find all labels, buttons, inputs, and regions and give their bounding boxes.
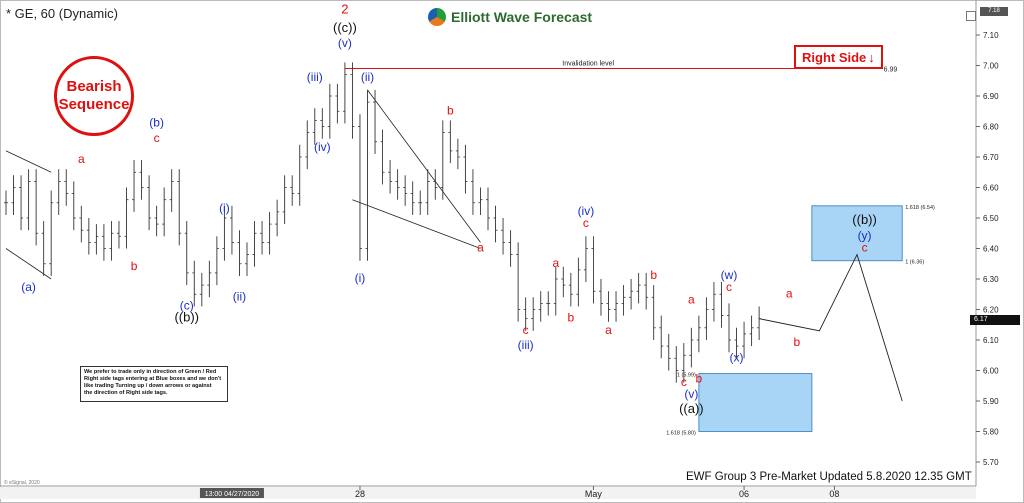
wave-label: c — [583, 216, 589, 230]
wave-label: (i) — [219, 201, 230, 215]
invalidation-label: Invalidation level — [562, 61, 614, 68]
wave-label: ((b)) — [852, 212, 877, 227]
wave-label: (c) — [180, 299, 194, 313]
y-tick-label: 6.90 — [983, 92, 999, 101]
wave-label: a — [78, 152, 85, 166]
x-tick-label: May — [585, 489, 603, 499]
channel-line — [5, 150, 52, 173]
y-tick-label: 6.00 — [983, 367, 999, 376]
wave-label: a — [688, 292, 695, 306]
y-tick-label: 7.10 — [983, 31, 999, 40]
esignal-credit: © eSignal, 2020 — [4, 480, 40, 486]
wave-label: c — [523, 323, 529, 337]
wave-label: b — [696, 372, 703, 386]
wave-label: (v) — [338, 36, 352, 50]
last-price-tag: 6.17 — [970, 315, 1020, 325]
right-side-tag: Right Side ↓ — [794, 45, 883, 69]
wave-label: ((b)) — [174, 310, 199, 325]
wave-label: b — [131, 259, 138, 273]
symbol-title: * GE, 60 (Dynamic) — [6, 6, 118, 21]
top-price-tag: 7.18 — [980, 7, 1008, 16]
wave-label: c — [681, 375, 687, 389]
y-tick-label: 6.50 — [983, 214, 999, 223]
y-tick-label: 6.20 — [983, 306, 999, 315]
box-level-label: 1 (5.99) — [677, 373, 696, 379]
x-tick-label: 06 — [739, 489, 749, 499]
box-level-label: 1 (6.36) — [905, 260, 924, 266]
wave-label: (w) — [721, 268, 738, 282]
y-tick-label: 5.80 — [983, 428, 999, 437]
note-line: the direction of Right side tags. — [84, 390, 168, 396]
x-tick-label: 28 — [355, 489, 365, 499]
wave-label: (a) — [21, 280, 36, 294]
x-tick-label: 08 — [829, 489, 839, 499]
y-tick-label: 5.90 — [983, 397, 999, 406]
box-level-label: 1.618 (6.54) — [905, 205, 935, 211]
y-tick-label: 7.00 — [983, 62, 999, 71]
right-side-label: Right Side — [802, 49, 867, 65]
x-tick-label: 13:00 04/27/2020 — [205, 491, 260, 498]
wave-label: (iii) — [518, 338, 534, 352]
wave-label: b — [568, 311, 575, 325]
wave-label: (iv) — [578, 204, 595, 218]
wave-label: (b) — [149, 116, 164, 130]
y-tick-label: 5.70 — [983, 458, 999, 467]
y-tick-label: 6.80 — [983, 123, 999, 132]
wave-label: (iii) — [307, 70, 323, 84]
y-tick-label: 6.60 — [983, 184, 999, 193]
wave-label: (x) — [730, 350, 744, 364]
y-tick-label: 6.10 — [983, 336, 999, 345]
down-arrow-icon: ↓ — [868, 49, 875, 65]
wave-label: (y) — [858, 228, 872, 242]
wave-label: (v) — [684, 387, 698, 401]
wave-label: (i) — [355, 271, 366, 285]
note-line: like trading Turning up / down arrows or… — [84, 383, 212, 389]
wave-label: ((a)) — [679, 401, 704, 416]
invalidation-value: 6.99 — [884, 67, 898, 74]
target-box — [698, 373, 813, 432]
wave-label: b — [650, 268, 657, 282]
wave-label: 2 — [341, 2, 348, 17]
x-cursor-box — [199, 488, 264, 498]
channel-line — [367, 89, 481, 243]
box-level-label: 1.618 (5.80) — [666, 431, 696, 437]
wave-label: b — [793, 335, 800, 349]
wave-label: a — [605, 323, 612, 337]
wave-label: c — [726, 280, 732, 294]
projection-path — [759, 253, 903, 402]
settings-icon[interactable] — [966, 11, 976, 21]
brand-logo: Elliott Wave Forecast — [428, 6, 592, 28]
ewf-logo-icon — [428, 8, 446, 26]
y-tick-label: 6.30 — [983, 275, 999, 284]
bearish-sequence-badge: Bearish Sequence — [54, 56, 134, 136]
wave-label: c — [154, 131, 160, 145]
badge-line-1: Bearish — [66, 78, 122, 95]
y-tick-label: 6.70 — [983, 153, 999, 162]
wave-label: ((c)) — [333, 20, 357, 35]
wave-label: (iv) — [314, 140, 331, 154]
wave-label: a — [477, 241, 484, 255]
wave-label: a — [552, 256, 559, 270]
note-line: We prefer to trade only in direction of … — [84, 369, 217, 375]
y-tick-label: 6.40 — [983, 245, 999, 254]
channel-line — [352, 199, 481, 249]
target-box — [811, 205, 903, 262]
wave-label: (ii) — [233, 289, 246, 303]
wave-label: (ii) — [361, 70, 374, 84]
note-line: Right side tags entering at Blue boxes a… — [84, 376, 222, 382]
wave-label: b — [447, 103, 454, 117]
brand-name: Elliott Wave Forecast — [451, 9, 593, 25]
trading-note: We prefer to trade only in direction of … — [80, 366, 228, 402]
update-footer: EWF Group 3 Pre-Market Updated 5.8.2020 … — [686, 471, 972, 483]
wave-label: a — [786, 286, 793, 300]
wave-label: c — [862, 241, 868, 255]
badge-line-2: Sequence — [58, 96, 130, 113]
